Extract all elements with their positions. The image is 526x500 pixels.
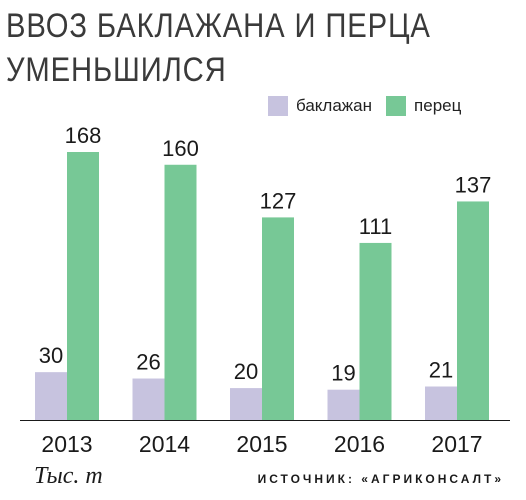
legend-label-eggplant: баклажан — [296, 96, 373, 115]
x-tick-label-2015: 2015 — [236, 431, 287, 457]
data-label-eggplant-2015: 20 — [234, 359, 258, 384]
chart-title: ВВОЗ БАКЛАЖАНА И ПЕРЦА УМЕНЬШИЛСЯ — [6, 4, 436, 92]
legend-label-pepper: перец — [414, 96, 462, 115]
bar-eggplant-2013 — [35, 372, 67, 420]
legend-swatch-eggplant — [268, 96, 288, 116]
data-label-eggplant-2017: 21 — [429, 358, 453, 383]
chart-legend: баклажан перец — [268, 94, 475, 118]
bar-pepper-2014 — [164, 164, 197, 420]
data-label-pepper-2017: 137 — [455, 172, 492, 197]
data-label-pepper-2016: 111 — [359, 214, 392, 239]
x-tick-label-2013: 2013 — [41, 431, 92, 457]
bar-eggplant-2015 — [230, 388, 262, 420]
x-tick-label-2017: 2017 — [431, 431, 482, 457]
bar-pepper-2013 — [67, 152, 99, 420]
data-label-pepper-2015: 127 — [260, 188, 297, 213]
unit-label: Тыс. т — [34, 463, 103, 489]
legend-item-pepper: перец — [386, 96, 461, 116]
data-label-pepper-2014: 160 — [162, 136, 199, 161]
bar-eggplant-2016 — [327, 389, 360, 420]
bar-pepper-2017 — [457, 201, 489, 420]
data-label-eggplant-2013: 30 — [39, 343, 63, 368]
bar-eggplant-2017 — [425, 386, 457, 420]
bar-pepper-2015 — [262, 217, 294, 420]
data-label-eggplant-2016: 19 — [331, 361, 355, 386]
bar-eggplant-2014 — [132, 378, 165, 420]
x-tick-label-2014: 2014 — [139, 431, 190, 457]
source-credit: ИСТОЧНИК: «АГРИКОНСАЛТ» — [257, 472, 504, 486]
x-tick-label-2016: 2016 — [334, 431, 385, 457]
data-label-eggplant-2014: 26 — [136, 350, 160, 375]
chart-title-line-2: УМЕНЬШИЛСЯ — [6, 51, 227, 89]
legend-item-eggplant: баклажан — [268, 96, 372, 116]
chart-title-line-1: ВВОЗ БАКЛАЖАНА И ПЕРЦА — [6, 7, 431, 45]
data-label-pepper-2013: 168 — [65, 123, 102, 148]
bar-pepper-2016 — [359, 242, 392, 420]
legend-swatch-pepper — [386, 96, 407, 116]
